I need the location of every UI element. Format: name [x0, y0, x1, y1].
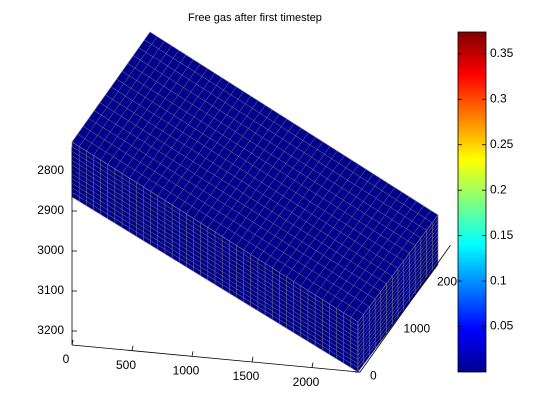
cell-edge — [200, 114, 280, 224]
cell-edge — [314, 187, 396, 296]
cell-edge — [121, 63, 201, 174]
cell-edge — [322, 191, 403, 300]
axes: 2800 2900 3000 3100 3200 0 500 1000 1500 2000 0 100… — [37, 147, 464, 389]
cell-edge — [71, 150, 359, 331]
cell-edge — [357, 219, 439, 327]
cell-edge — [193, 109, 273, 219]
cell-edge — [336, 201, 417, 309]
cell-edge — [357, 244, 439, 352]
cell-edge — [150, 82, 230, 192]
cell-edge — [71, 146, 359, 327]
cell-edge — [107, 54, 187, 165]
cell-edge — [357, 248, 439, 356]
cell-edge — [357, 231, 439, 339]
cell-edge — [279, 164, 360, 273]
cell-edge — [114, 59, 194, 170]
grid-block — [71, 31, 439, 373]
cell-edge — [300, 178, 381, 287]
colorbar-tick-label: 0.15 — [490, 228, 514, 242]
cell-edge — [229, 132, 309, 242]
cell-edge — [357, 256, 439, 364]
cell-edge — [171, 95, 252, 206]
cell-edge — [286, 169, 367, 278]
cell-edge — [86, 41, 165, 152]
cell-edge — [357, 260, 439, 368]
z-tick-label: 3200 — [37, 323, 64, 337]
cell-edge — [143, 77, 223, 188]
cell-edge — [271, 159, 352, 269]
x-tick — [311, 362, 314, 368]
z-tick-label: 2800 — [37, 163, 64, 177]
cell-edge — [179, 100, 259, 210]
colorbar-gradient — [457, 31, 487, 373]
z-tick-label: 3100 — [37, 283, 64, 297]
cell-edge — [293, 173, 374, 282]
y-axis — [359, 244, 451, 373]
cell-edge — [71, 183, 359, 360]
cell-edge — [236, 137, 316, 246]
x-tick — [131, 345, 134, 351]
cell-edge — [71, 155, 359, 335]
colorbar-tick-label: 0.1 — [490, 273, 507, 287]
cell-edge — [357, 227, 439, 335]
colorbar-tick-label: 0.3 — [490, 91, 507, 105]
cell-edge — [71, 173, 359, 352]
x-tick-label: 1000 — [173, 363, 200, 377]
x-tick-label: 0 — [63, 352, 70, 366]
cell-edge — [357, 239, 439, 348]
cell-edge — [350, 210, 432, 318]
cell-edge — [157, 86, 237, 197]
cell-edge — [71, 169, 359, 348]
cell-edge — [186, 105, 266, 215]
z-tick-label: 3000 — [37, 243, 64, 257]
cell-edge — [71, 160, 359, 339]
cell-edge — [250, 146, 331, 255]
colorbar-tick-label: 0.35 — [490, 46, 514, 60]
cell-edge — [357, 223, 439, 331]
cell-edge — [307, 182, 388, 291]
cell-edge — [136, 73, 216, 183]
cell-edge — [164, 91, 244, 201]
y-tick-label: 0 — [370, 368, 377, 382]
cell-edge — [207, 118, 288, 228]
colorbar-tick-label: 0.25 — [490, 137, 514, 151]
cell-edge — [128, 68, 208, 179]
cell-edge — [243, 141, 324, 251]
cell-edge — [93, 45, 172, 156]
z-tick-label: 2900 — [37, 203, 64, 217]
cell-edge — [343, 205, 424, 314]
x-tick-label: 2000 — [293, 375, 320, 389]
chart-title: Free gas after first timestep — [188, 12, 322, 24]
colorbar-tick-label: 0.05 — [490, 319, 514, 333]
cell-edge — [357, 252, 439, 360]
cell-edge — [221, 127, 302, 237]
y-tick-label: 1000 — [404, 321, 431, 335]
cell-edge — [71, 187, 359, 364]
cell-edge — [329, 196, 410, 305]
cell-edge — [71, 178, 359, 356]
cell-edge — [71, 164, 359, 344]
cell-edge — [264, 155, 345, 264]
cell-edge — [100, 50, 180, 161]
cell-edge — [257, 150, 338, 260]
x-tick-label: 1500 — [233, 369, 260, 383]
x-tick-label: 500 — [116, 358, 136, 372]
cell-edge — [357, 235, 439, 343]
cell-edge — [78, 36, 158, 147]
x-tick — [71, 339, 74, 346]
cell-edge — [71, 192, 359, 369]
colorbar: 0.05 0.1 0.15 0.2 0.25 0.3 0.35 — [457, 31, 514, 373]
colorbar-tick-label: 0.2 — [490, 182, 507, 196]
x-tick — [251, 356, 254, 363]
cell-edge — [214, 123, 295, 233]
x-tick — [191, 351, 194, 357]
y-tick-label: 2000 — [437, 274, 464, 288]
